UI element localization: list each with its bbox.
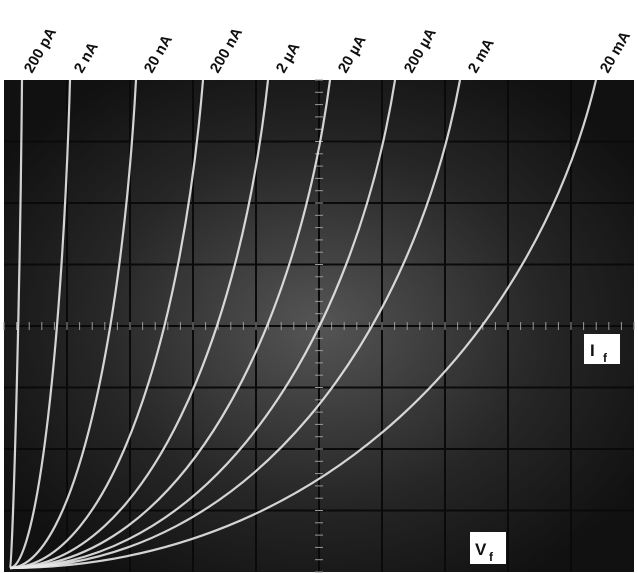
trace <box>9 79 397 570</box>
current-label: 2 mA <box>465 36 498 76</box>
label-box <box>470 532 506 564</box>
current-label: 20 nA <box>141 32 176 76</box>
trace <box>9 79 462 570</box>
current-label: 200 µA <box>401 25 440 76</box>
current-label: 200 nA <box>207 25 246 76</box>
trace <box>9 79 598 570</box>
axis-symbol: I <box>590 341 595 360</box>
label-box <box>584 334 620 364</box>
axis-subscript: f <box>489 550 494 564</box>
axis-symbol: V <box>475 540 487 559</box>
current-label: 200 pA <box>21 25 60 76</box>
current-labels: 200 pA 2 nA 20 nA 200 nA 2 µA 20 µA 200 µA 2 mA… <box>21 25 634 76</box>
axis-subscript: f <box>603 351 608 365</box>
trace <box>9 79 138 570</box>
trace <box>9 79 72 570</box>
vertical-axis-label: I f <box>584 334 620 365</box>
trace <box>9 79 270 570</box>
current-label: 20 mA <box>597 28 634 76</box>
trace <box>8 79 24 569</box>
traces <box>8 79 598 570</box>
current-label: 2 nA <box>71 39 102 76</box>
horizontal-axis-label: V f <box>470 532 506 564</box>
trace <box>9 79 332 570</box>
trace <box>9 79 205 570</box>
current-label: 20 µA <box>335 32 370 76</box>
current-label: 2 µA <box>273 40 304 76</box>
